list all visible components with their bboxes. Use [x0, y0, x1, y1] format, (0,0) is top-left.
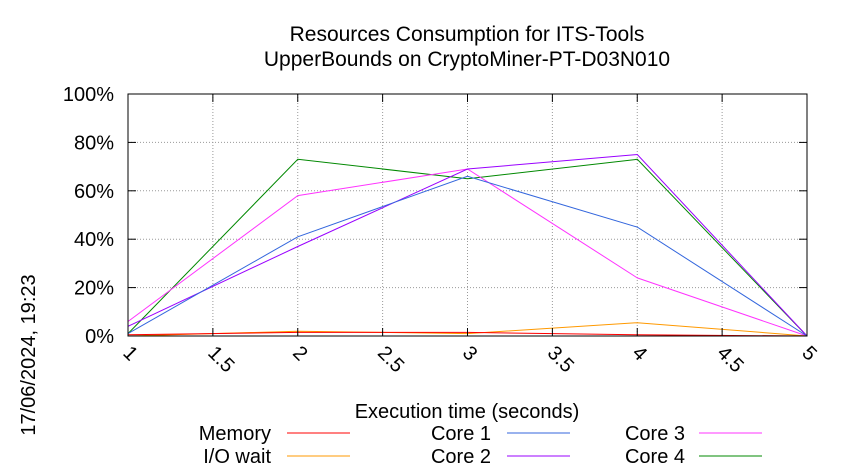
x-tick-label: 3.5	[543, 342, 578, 377]
series-line-core-2	[127, 153, 808, 337]
timestamp-label: 17/06/2024, 19:23	[18, 274, 40, 435]
y-tick-label: 0%	[85, 326, 114, 348]
legend-label: Memory	[199, 423, 271, 445]
x-tick-label: 2	[288, 342, 311, 365]
legend-label: Core 2	[431, 446, 491, 468]
y-tick-label: 100%	[63, 84, 114, 106]
x-tick-label: 4	[628, 342, 651, 365]
y-tick-label: 80%	[74, 132, 114, 154]
x-tick-label: 5	[797, 342, 820, 365]
x-tick-label: 3	[458, 342, 481, 365]
x-tick-label: 4.5	[713, 342, 748, 377]
legend-label: Core 4	[625, 446, 685, 468]
x-tick-label: 1.5	[203, 342, 238, 377]
legend-label: Core 3	[625, 423, 685, 445]
series-line-core-1	[127, 175, 808, 337]
x-tick-label: 2.5	[373, 342, 408, 377]
chart-title: Resources Consumption for ITS-Tools	[290, 23, 645, 46]
grid	[128, 94, 807, 336]
y-tick-label: 20%	[74, 278, 114, 300]
y-axis-ticks: 0% 20% 40% 60% 80% 100%	[63, 84, 807, 348]
series-lines	[127, 153, 808, 337]
x-tick-label: 1	[118, 342, 141, 365]
series-line-core-4	[127, 158, 808, 337]
legend-label: I/O wait	[203, 446, 271, 468]
x-axis-label: Execution time (seconds)	[355, 401, 580, 423]
y-tick-label: 40%	[74, 229, 114, 251]
chart-subtitle: UpperBounds on CryptoMiner-PT-D03N010	[264, 48, 670, 71]
y-tick-label: 60%	[74, 181, 114, 203]
legend-label: Core 1	[431, 423, 491, 445]
